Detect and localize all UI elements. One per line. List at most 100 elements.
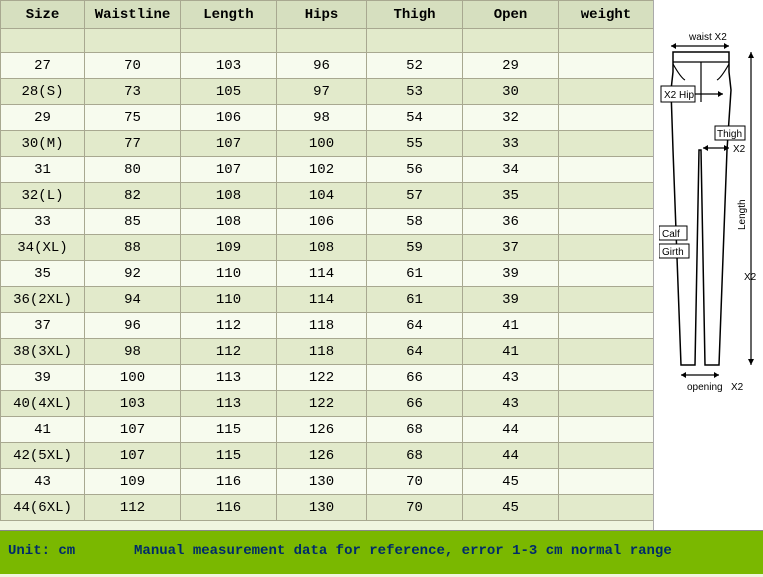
table-row: 391001131226643: [1, 365, 654, 391]
cell-waist: 107: [85, 443, 181, 469]
cell-size: 37: [1, 313, 85, 339]
table-row: 411071151266844: [1, 417, 654, 443]
cell-weight: [559, 287, 654, 313]
cell-weight: [559, 417, 654, 443]
cell-hips: 98: [277, 105, 367, 131]
col-header-0: Size: [1, 1, 85, 29]
cell-thigh: 64: [367, 339, 463, 365]
table-body: 277010396522928(S)7310597533029751069854…: [1, 29, 654, 521]
cell-hips: 108: [277, 235, 367, 261]
cell-hips: 130: [277, 469, 367, 495]
cell-thigh: 56: [367, 157, 463, 183]
diagram-label-length-x2: X2: [744, 272, 757, 283]
cell-waist: 96: [85, 313, 181, 339]
cell-size: 42(5XL): [1, 443, 85, 469]
cell-size: 32(L): [1, 183, 85, 209]
cell-size: 39: [1, 365, 85, 391]
cell-length: 115: [181, 443, 277, 469]
cell-open: 37: [463, 235, 559, 261]
footer-note: Unit: cm Manual measurement data for ref…: [0, 530, 763, 574]
cell-waist: 82: [85, 183, 181, 209]
diagram-label-opening-x2: X2: [731, 382, 744, 393]
cell-waist: 77: [85, 131, 181, 157]
cell-thigh: 55: [367, 131, 463, 157]
cell-length: 112: [181, 339, 277, 365]
col-header-2: Length: [181, 1, 277, 29]
cell-hips: 126: [277, 417, 367, 443]
cell-size: 30(M): [1, 131, 85, 157]
diagram-label-girth: Girth: [662, 247, 684, 258]
cell-weight: [559, 365, 654, 391]
cell-waist: 100: [85, 365, 181, 391]
cell-hips: 118: [277, 313, 367, 339]
size-table-area: SizeWaistlineLengthHipsThighOpenweight 2…: [0, 0, 653, 530]
cell-waist: 75: [85, 105, 181, 131]
cell-open: 32: [463, 105, 559, 131]
cell-length: 113: [181, 365, 277, 391]
footer-text: Manual measurement data for reference, e…: [134, 543, 672, 559]
diagram-label-length: Length: [737, 199, 748, 230]
cell-hips: 97: [277, 79, 367, 105]
cell-waist: 103: [85, 391, 181, 417]
cell-weight: [559, 391, 654, 417]
table-row: 44(6XL)1121161307045: [1, 495, 654, 521]
table-row: 42(5XL)1071151266844: [1, 443, 654, 469]
cell-open: 41: [463, 313, 559, 339]
spacer-row: [1, 29, 654, 53]
cell-length: 103: [181, 53, 277, 79]
cell-thigh: 68: [367, 443, 463, 469]
table-row: 40(4XL)1031131226643: [1, 391, 654, 417]
table-row: 431091161307045: [1, 469, 654, 495]
cell-hips: 122: [277, 391, 367, 417]
cell-waist: 98: [85, 339, 181, 365]
cell-length: 107: [181, 131, 277, 157]
cell-waist: 73: [85, 79, 181, 105]
cell-length: 107: [181, 157, 277, 183]
diagram-label-calf: Calf: [662, 229, 680, 240]
cell-waist: 109: [85, 469, 181, 495]
col-header-3: Hips: [277, 1, 367, 29]
cell-length: 113: [181, 391, 277, 417]
cell-open: 30: [463, 79, 559, 105]
table-row: 31801071025634: [1, 157, 654, 183]
cell-hips: 130: [277, 495, 367, 521]
cell-thigh: 54: [367, 105, 463, 131]
cell-size: 40(4XL): [1, 391, 85, 417]
cell-weight: [559, 339, 654, 365]
cell-thigh: 70: [367, 495, 463, 521]
cell-waist: 107: [85, 417, 181, 443]
cell-weight: [559, 157, 654, 183]
cell-open: 39: [463, 261, 559, 287]
cell-thigh: 66: [367, 365, 463, 391]
cell-waist: 85: [85, 209, 181, 235]
cell-length: 116: [181, 495, 277, 521]
cell-open: 29: [463, 53, 559, 79]
table-row: 33851081065836: [1, 209, 654, 235]
cell-weight: [559, 105, 654, 131]
table-row: 38(3XL)981121186441: [1, 339, 654, 365]
cell-hips: 106: [277, 209, 367, 235]
cell-size: 41: [1, 417, 85, 443]
table-row: 37961121186441: [1, 313, 654, 339]
cell-weight: [559, 79, 654, 105]
cell-open: 33: [463, 131, 559, 157]
cell-weight: [559, 183, 654, 209]
cell-hips: 100: [277, 131, 367, 157]
table-row: 2770103965229: [1, 53, 654, 79]
cell-length: 110: [181, 261, 277, 287]
pants-diagram: waist X2 X2 Hip Thi: [653, 0, 763, 530]
cell-open: 43: [463, 365, 559, 391]
cell-waist: 92: [85, 261, 181, 287]
size-table: SizeWaistlineLengthHipsThighOpenweight 2…: [0, 0, 654, 521]
cell-weight: [559, 469, 654, 495]
table-row: 36(2XL)941101146139: [1, 287, 654, 313]
cell-size: 36(2XL): [1, 287, 85, 313]
cell-length: 116: [181, 469, 277, 495]
cell-length: 115: [181, 417, 277, 443]
cell-waist: 80: [85, 157, 181, 183]
cell-thigh: 70: [367, 469, 463, 495]
cell-open: 36: [463, 209, 559, 235]
cell-thigh: 68: [367, 417, 463, 443]
cell-size: 31: [1, 157, 85, 183]
col-header-5: Open: [463, 1, 559, 29]
